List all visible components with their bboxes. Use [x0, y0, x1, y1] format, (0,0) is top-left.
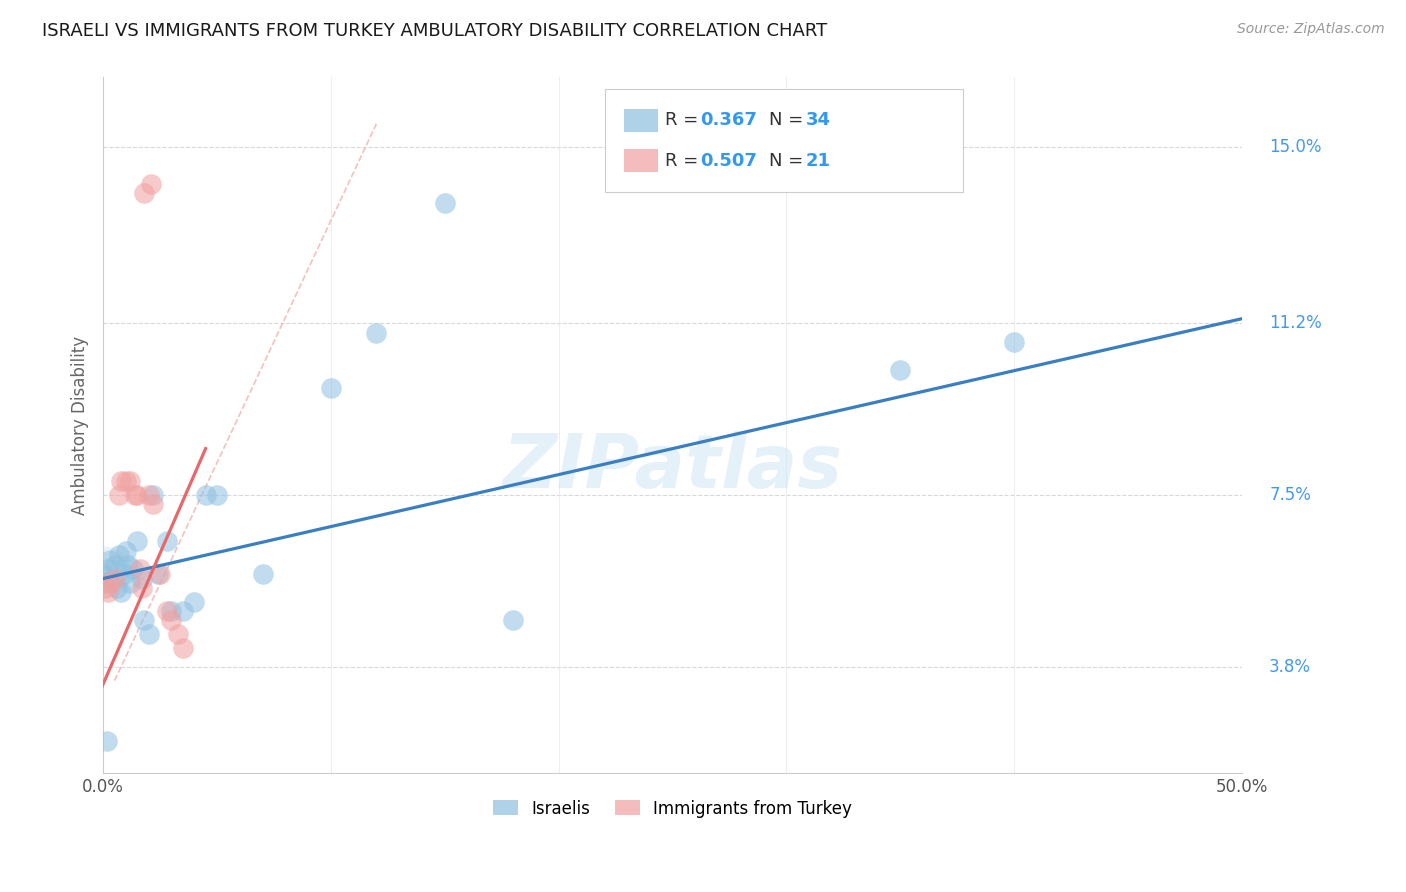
- Text: R =: R =: [665, 152, 704, 169]
- Point: [103, 558, 125, 572]
- Point: [110, 585, 132, 599]
- Point: [121, 562, 143, 576]
- Point: [138, 627, 160, 641]
- Point: [205, 488, 228, 502]
- Point: [94, 576, 117, 591]
- Point: [252, 566, 274, 581]
- Point: [156, 604, 179, 618]
- Point: [93, 565, 115, 579]
- Text: 0.367: 0.367: [700, 112, 756, 129]
- Point: [138, 488, 160, 502]
- Point: [120, 474, 142, 488]
- Point: [131, 581, 153, 595]
- Point: [120, 576, 142, 591]
- Text: 11.2%: 11.2%: [1270, 314, 1322, 333]
- Point: [103, 572, 125, 586]
- Point: [131, 572, 153, 586]
- Point: [142, 488, 165, 502]
- Point: [108, 488, 131, 502]
- Point: [91, 566, 114, 581]
- Legend: Israelis, Immigrants from Turkey: Israelis, Immigrants from Turkey: [486, 793, 859, 824]
- Text: N =: N =: [769, 152, 808, 169]
- Point: [433, 195, 456, 210]
- Point: [319, 381, 342, 395]
- Text: 3.8%: 3.8%: [1270, 657, 1312, 676]
- Point: [117, 558, 139, 572]
- Point: [142, 497, 165, 511]
- Point: [134, 613, 156, 627]
- Point: [134, 186, 156, 201]
- Point: [101, 572, 124, 586]
- Point: [96, 734, 118, 748]
- Point: [97, 562, 120, 576]
- Text: 21: 21: [806, 152, 831, 169]
- Point: [502, 613, 524, 627]
- Point: [127, 488, 149, 502]
- Point: [115, 543, 138, 558]
- Point: [108, 549, 131, 563]
- Point: [889, 363, 911, 377]
- Point: [366, 326, 388, 340]
- Point: [127, 534, 149, 549]
- Point: [98, 576, 121, 591]
- Point: [167, 627, 190, 641]
- Point: [124, 488, 146, 502]
- Point: [128, 562, 150, 576]
- Point: [149, 566, 172, 581]
- Point: [160, 604, 183, 618]
- Text: 15.0%: 15.0%: [1270, 138, 1322, 156]
- Text: ZIPatlas: ZIPatlas: [502, 431, 842, 504]
- Point: [160, 613, 183, 627]
- Point: [194, 488, 217, 502]
- Text: 7.5%: 7.5%: [1270, 486, 1310, 504]
- Point: [112, 566, 135, 581]
- Point: [172, 641, 194, 656]
- Point: [139, 177, 162, 191]
- Text: N =: N =: [769, 112, 808, 129]
- Point: [172, 604, 194, 618]
- Point: [98, 553, 121, 567]
- Text: 34: 34: [806, 112, 831, 129]
- Point: [1002, 334, 1025, 349]
- Point: [183, 595, 205, 609]
- Point: [105, 581, 128, 595]
- Point: [94, 581, 117, 595]
- Text: R =: R =: [665, 112, 704, 129]
- Point: [115, 474, 138, 488]
- Point: [110, 474, 132, 488]
- Text: Source: ZipAtlas.com: Source: ZipAtlas.com: [1237, 22, 1385, 37]
- Y-axis label: Ambulatory Disability: Ambulatory Disability: [72, 336, 89, 515]
- Point: [156, 534, 179, 549]
- Text: ISRAELI VS IMMIGRANTS FROM TURKEY AMBULATORY DISABILITY CORRELATION CHART: ISRAELI VS IMMIGRANTS FROM TURKEY AMBULA…: [42, 22, 827, 40]
- Text: 0.507: 0.507: [700, 152, 756, 169]
- Point: [97, 585, 120, 599]
- Point: [146, 566, 169, 581]
